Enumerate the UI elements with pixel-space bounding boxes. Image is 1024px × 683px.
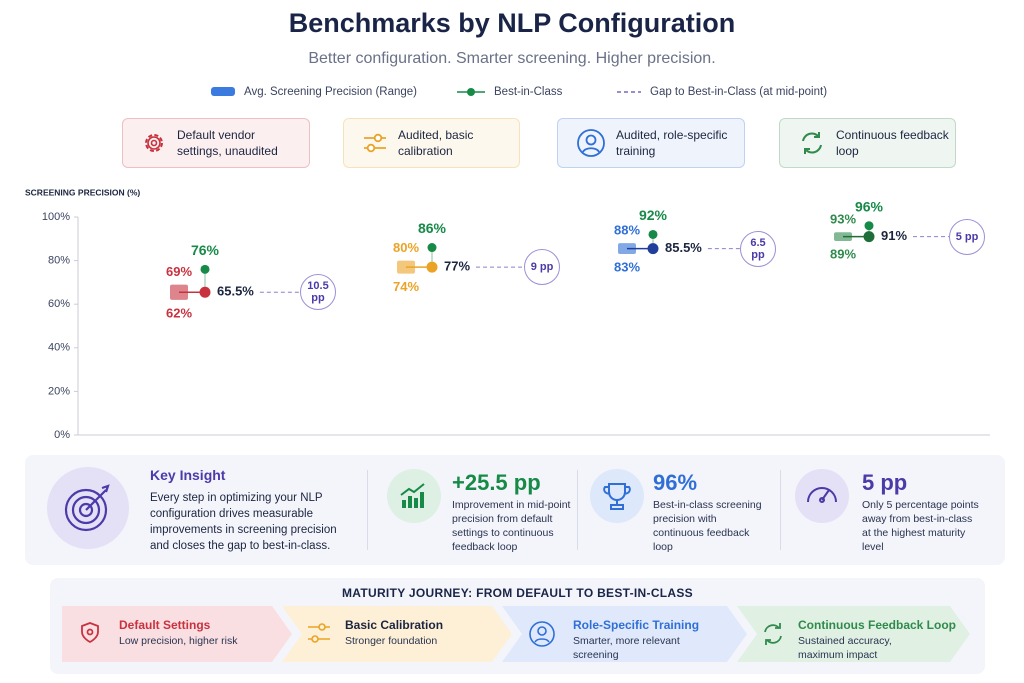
card-label: Audited, role-specific training	[616, 128, 728, 158]
card-label: Continuous feedback loop	[836, 128, 949, 158]
low-label: 62%	[166, 305, 192, 320]
gap-label: 5 pp	[949, 218, 985, 255]
high-label: 80%	[393, 240, 419, 255]
y-axis-title: SCREENING PRECISION (%)	[25, 187, 140, 197]
insight-text: Every step in optimizing your NLP config…	[150, 492, 337, 552]
stat-value: 5 pp	[862, 470, 908, 495]
step-text: Smarter, more relevant screening	[573, 635, 680, 661]
stat-text: Best-in-class screening precision with c…	[653, 499, 762, 553]
cycle-icon	[764, 623, 782, 645]
step-title: Role-Specific Training	[573, 618, 700, 632]
chart: SCREENING PRECISION (%) 0% 20% 40% 60% 80% 10…	[25, 187, 990, 441]
category-card: Audited, basic calibration	[343, 118, 520, 168]
mid-point	[863, 231, 875, 243]
best-point	[427, 243, 437, 253]
legend-swatch	[457, 88, 485, 96]
mid-label: 85.5%	[665, 240, 702, 255]
best-point	[200, 264, 210, 274]
best-point	[648, 229, 658, 239]
swatch	[211, 87, 235, 96]
step-chevron	[737, 606, 970, 662]
category-card: Default vendor settings, unaudited	[122, 118, 310, 168]
y-tick-label: 100%	[42, 211, 70, 223]
title: Benchmarks by NLP Configuration	[288, 8, 736, 38]
step-text: Sustained accuracy, maximum impact	[798, 635, 892, 661]
best-label: 96%	[855, 198, 884, 214]
insight-title: Key Insight	[150, 467, 226, 483]
swatch-dot	[467, 88, 475, 96]
step-chevron	[502, 606, 747, 662]
legend-label: Avg. Screening Precision (Range)	[244, 86, 418, 98]
legend-label: Best-in-Class	[494, 86, 563, 98]
divider	[367, 470, 368, 550]
legend-label: Gap to Best-in-Class (at mid-point)	[650, 86, 828, 98]
journey-title: MATURITY JOURNEY: FROM DEFAULT TO BEST-I…	[342, 586, 693, 600]
high-label: 93%	[830, 212, 856, 227]
high-label: 88%	[614, 223, 640, 238]
subtitle: Better configuration. Smarter screening.…	[308, 50, 716, 67]
mid-label: 77%	[444, 259, 470, 274]
step-text: Low precision, higher risk	[119, 635, 238, 647]
low-label: 74%	[393, 279, 419, 294]
mid-label: 65.5%	[217, 284, 254, 299]
y-tick-label: 20%	[48, 385, 70, 397]
low-label: 83%	[614, 259, 640, 274]
growth-icon	[387, 469, 441, 523]
mid-label: 91%	[881, 228, 907, 243]
mid-point	[647, 243, 659, 255]
best-label: 76%	[191, 242, 220, 258]
stat-text: Only 5 percentage points away from best-…	[862, 499, 979, 553]
legend-item: Best-in-Class	[457, 86, 562, 98]
step-title: Basic Calibration	[345, 618, 444, 632]
y-tick-label: 40%	[48, 342, 70, 354]
target-icon	[47, 467, 129, 549]
sliders-icon	[364, 133, 386, 153]
gap-label: 9 pp	[524, 249, 560, 286]
stat-value: 96%	[653, 470, 698, 495]
divider	[780, 470, 781, 550]
best-label: 92%	[639, 207, 668, 223]
step-chevron	[62, 606, 292, 662]
person-icon	[529, 621, 555, 647]
card-label: Default vendor settings, unaudited	[177, 128, 278, 158]
shield-icon	[81, 622, 99, 644]
step-text: Stronger foundation	[345, 635, 438, 647]
gap-label: 6.5 pp	[740, 230, 776, 267]
gap-label: 10.5 pp	[300, 274, 336, 311]
legend-item: Avg. Screening Precision (Range)	[211, 86, 417, 98]
legend-item: Gap to Best-in-Class (at mid-point)	[617, 86, 827, 98]
category-card: Continuous feedback loop	[779, 118, 956, 168]
y-tick-label: 0%	[54, 429, 70, 441]
journey-steps	[62, 606, 970, 662]
step-title: Continuous Feedback Loop	[798, 618, 956, 632]
gear-icon	[145, 134, 163, 152]
category-card: Audited, role-specific training	[557, 118, 745, 168]
best-point	[864, 221, 874, 231]
gauge-icon	[795, 469, 849, 523]
y-tick-label: 60%	[48, 298, 70, 310]
divider	[577, 470, 578, 550]
best-label: 86%	[418, 220, 447, 236]
person-icon	[577, 129, 605, 157]
stat-text: Improvement in mid-point precision from …	[452, 499, 571, 553]
card-label: Audited, basic calibration	[398, 128, 474, 158]
step-title: Default Settings	[119, 618, 211, 632]
trophy-icon	[590, 469, 644, 523]
low-label: 89%	[830, 246, 856, 261]
y-tick-label: 80%	[48, 255, 70, 267]
legend-swatch	[211, 87, 235, 96]
mid-point	[426, 261, 438, 273]
mid-point	[199, 286, 211, 298]
high-label: 69%	[166, 264, 192, 279]
stat-value: +25.5 pp	[452, 470, 541, 495]
legend-swatch	[617, 91, 641, 93]
sliders-icon	[308, 623, 330, 643]
cycle-icon	[802, 132, 822, 154]
step-chevron	[282, 606, 512, 662]
